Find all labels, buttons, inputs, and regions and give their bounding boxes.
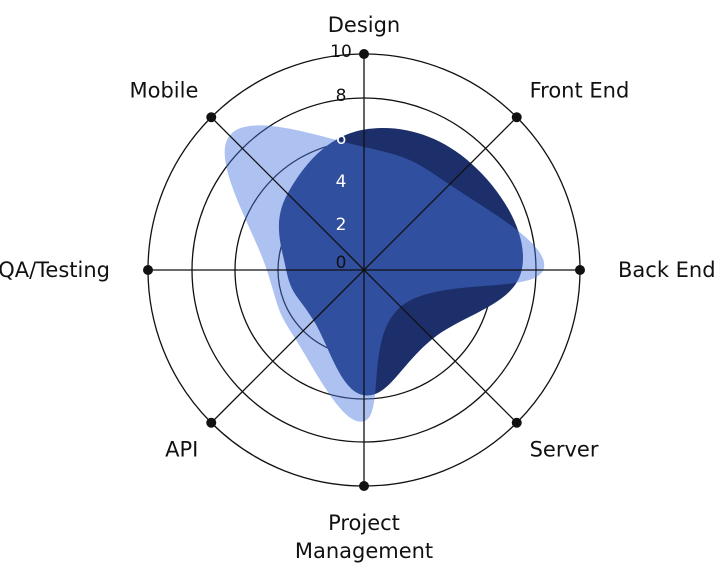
series-layer (224, 125, 545, 422)
label-layer: Design Front End Back End Server Project Mana… (0, 13, 716, 563)
axis-dot-mobile (206, 112, 217, 123)
tick-label-0: 0 (336, 253, 347, 273)
axis-label-design: Design (328, 13, 401, 37)
axis-dot-design (359, 49, 369, 59)
axis-label-api: API (165, 438, 198, 462)
axis-dot-back-end (575, 265, 585, 275)
tick-label-6: 6 (336, 129, 347, 149)
axis-dot-front-end (511, 112, 522, 123)
axis-dot-api (206, 417, 217, 428)
tick-label-10: 10 (330, 42, 352, 62)
axis-label-back-end: Back End (618, 258, 716, 282)
axis-layer (143, 49, 585, 491)
axis-dot-server (511, 417, 522, 428)
axis-line-front-end (363, 116, 518, 271)
axis-line-mobile (210, 116, 365, 271)
axis-label-qa-testing: QA/Testing (0, 258, 110, 282)
series-1-area (278, 128, 524, 396)
tick-label-8: 8 (336, 86, 347, 106)
axis-line-server (363, 269, 518, 424)
axis-label-server: Server (530, 438, 599, 462)
axis-dot-qa-testing (143, 265, 153, 275)
tick-label-4: 4 (336, 172, 347, 192)
tick-layer: 0 2 4 6 8 10 (330, 42, 352, 273)
series-2-area (224, 125, 545, 422)
axis-line-api (210, 269, 365, 424)
axis-label-project-management: Project Management (295, 511, 433, 563)
axis-label-mobile: Mobile (130, 78, 199, 102)
axis-dot-project-management (359, 481, 369, 491)
tick-label-2: 2 (336, 215, 347, 235)
axis-label-front-end: Front End (530, 78, 630, 102)
